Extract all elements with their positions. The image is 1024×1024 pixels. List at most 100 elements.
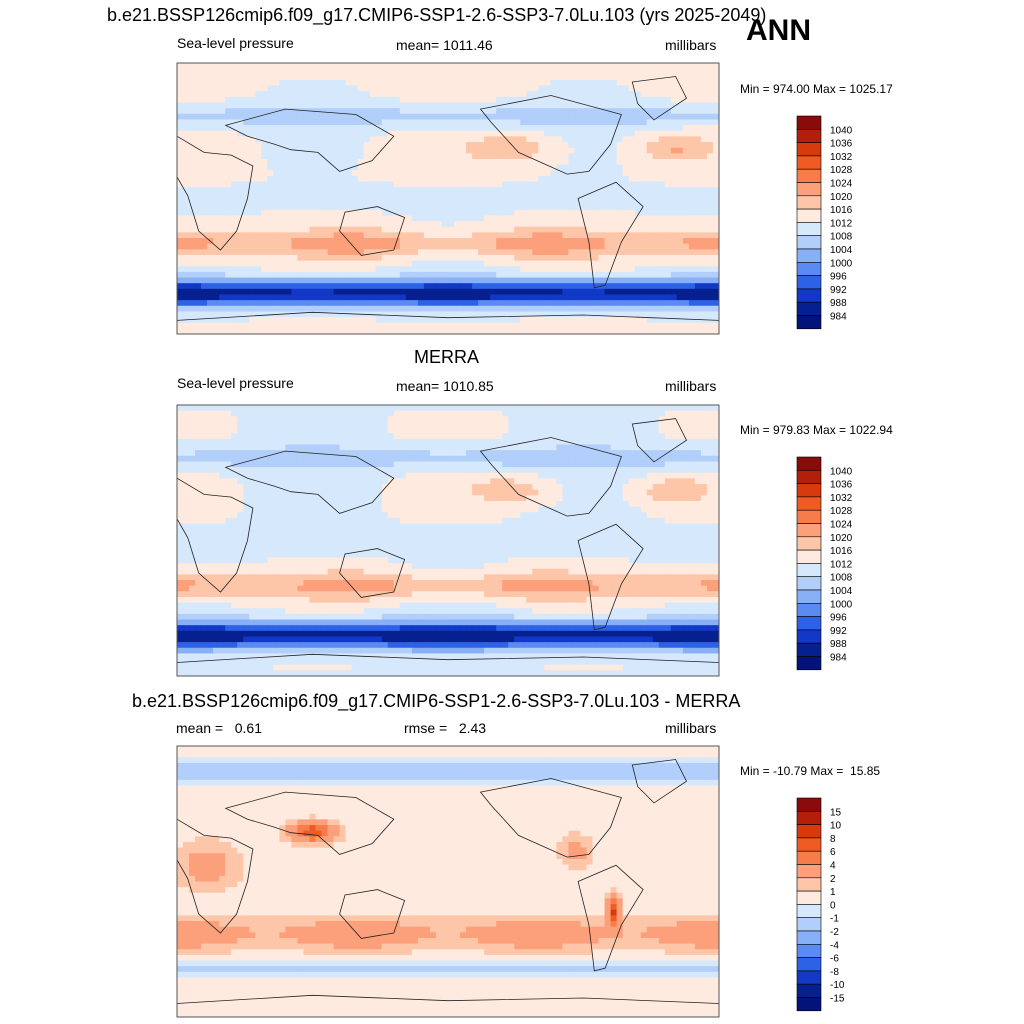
panel-2: 1040 1036 1032 1028 1024 1020 1016 1012 1008 1004…	[176, 404, 853, 677]
panel-3-rmse-label: rmse = 2.43	[404, 720, 487, 736]
colorbar-box	[796, 496, 822, 511]
colorbar-box	[796, 301, 822, 316]
panel-2-colorbar: 1040 1036 1032 1028 1024 1020 1016 1012 1008 1004…	[796, 456, 853, 671]
colorbar-tick-label: 1012	[830, 218, 853, 229]
colorbar-box	[796, 810, 822, 825]
colorbar-box	[796, 195, 822, 210]
coastline	[339, 889, 406, 939]
colorbar-tick-label: 992	[830, 626, 847, 637]
colorbar-tick-label: 1040	[830, 125, 853, 136]
coastline	[177, 994, 719, 1017]
colorbar-box	[796, 957, 822, 972]
colorbar-box	[796, 235, 822, 250]
colorbar-box	[796, 917, 822, 932]
colorbar-tick-label: 15	[830, 807, 842, 818]
colorbar-tick-label: 992	[830, 285, 847, 296]
colorbar-box	[796, 155, 822, 170]
colorbar-tick-label: 4	[830, 861, 836, 872]
colorbar-tick-label: 1016	[830, 546, 853, 557]
panel-1-field	[177, 63, 719, 334]
colorbar-tick-label: 988	[830, 639, 847, 650]
colorbar-tick-label: 0	[830, 900, 836, 911]
colorbar-box	[796, 208, 822, 223]
colorbar-tick-label: -10	[830, 980, 845, 991]
colorbar-box	[796, 536, 822, 551]
coastline	[339, 206, 406, 256]
colorbar-tick-label: -6	[830, 954, 839, 965]
coastline	[177, 135, 254, 251]
colorbar-tick-label: -1	[830, 914, 839, 925]
colorbar-box	[796, 288, 822, 303]
colorbar-box	[796, 877, 822, 892]
panel-2-mean-label: mean= 1010.85	[396, 378, 494, 394]
colorbar-tick-label: 1028	[830, 506, 853, 517]
panel-3-title: b.e21.BSSP126cmip6.f09_g17.CMIP6-SSP1-2.…	[132, 691, 741, 711]
panel-1-variable-label: Sea-level pressure	[177, 35, 294, 51]
colorbar-tick-label: 988	[830, 298, 847, 309]
panel-3-minmax-label: Min = -10.79 Max = 15.85	[740, 764, 881, 778]
colorbar-tick-label: 996	[830, 272, 847, 283]
colorbar-box	[796, 589, 822, 604]
colorbar-tick-label: 6	[830, 847, 836, 858]
panel-1-mean-label: mean= 1011.46	[396, 37, 493, 53]
coastline	[224, 108, 395, 172]
colorbar-box	[796, 930, 822, 945]
colorbar-tick-label: 1020	[830, 192, 853, 203]
colorbar-tick-label: 1008	[830, 573, 853, 584]
colorbar-box	[796, 824, 822, 839]
colorbar-tick-label: -2	[830, 927, 839, 938]
colorbar-box	[796, 563, 822, 578]
coastline	[177, 818, 254, 934]
panel-2-field	[177, 405, 719, 676]
colorbar-box	[796, 983, 822, 998]
colorbar-tick-label: 1008	[830, 232, 853, 243]
coastline	[177, 653, 719, 676]
coastline	[224, 791, 395, 855]
colorbar-tick-label: 1020	[830, 533, 853, 544]
coastline	[631, 759, 688, 804]
coastline	[177, 477, 254, 593]
colorbar-box	[796, 248, 822, 263]
panel-2-minmax-label: Min = 979.83 Max = 1022.94	[740, 423, 893, 437]
colorbar-tick-label: 1016	[830, 205, 853, 216]
colorbar-box	[796, 182, 822, 197]
colorbar-tick-label: 1000	[830, 599, 853, 610]
panel-2-units-label: millibars	[665, 378, 717, 394]
colorbar-box	[796, 115, 822, 130]
panel-2-map-frame	[176, 404, 720, 677]
coastline	[577, 181, 644, 289]
colorbar-box	[796, 509, 822, 524]
coastline	[577, 864, 644, 972]
colorbar-tick-label: 1028	[830, 165, 853, 176]
colorbar-box	[796, 456, 822, 471]
colorbar-tick-label: -8	[830, 967, 839, 978]
colorbar-box	[796, 602, 822, 617]
panel-2-variable-label: Sea-level pressure	[177, 375, 294, 391]
panel-3-map-frame	[176, 745, 720, 1018]
colorbar-box	[796, 850, 822, 865]
colorbar-tick-label: 1036	[830, 139, 853, 150]
coastline	[224, 450, 395, 514]
colorbar-box	[796, 997, 822, 1012]
panel-2-title: MERRA	[414, 347, 480, 367]
colorbar-tick-label: 1000	[830, 258, 853, 269]
colorbar-box	[796, 616, 822, 631]
colorbar-box	[796, 576, 822, 591]
panel-1-title: b.e21.BSSP126cmip6.f09_g17.CMIP6-SSP1-2.…	[107, 5, 767, 25]
colorbar-tick-label: 1024	[830, 179, 853, 190]
colorbar-box	[796, 469, 822, 484]
colorbar-tick-label: 1004	[830, 245, 853, 256]
colorbar-tick-label: 8	[830, 834, 836, 845]
colorbar-box	[796, 129, 822, 143]
colorbar-box	[796, 864, 822, 879]
colorbar-tick-label: -15	[830, 994, 845, 1005]
coastline	[479, 778, 622, 858]
colorbar-box	[796, 523, 822, 538]
coastline	[631, 76, 688, 121]
colorbar-box	[796, 797, 822, 812]
coastline	[479, 437, 622, 517]
colorbar-box	[796, 168, 822, 183]
